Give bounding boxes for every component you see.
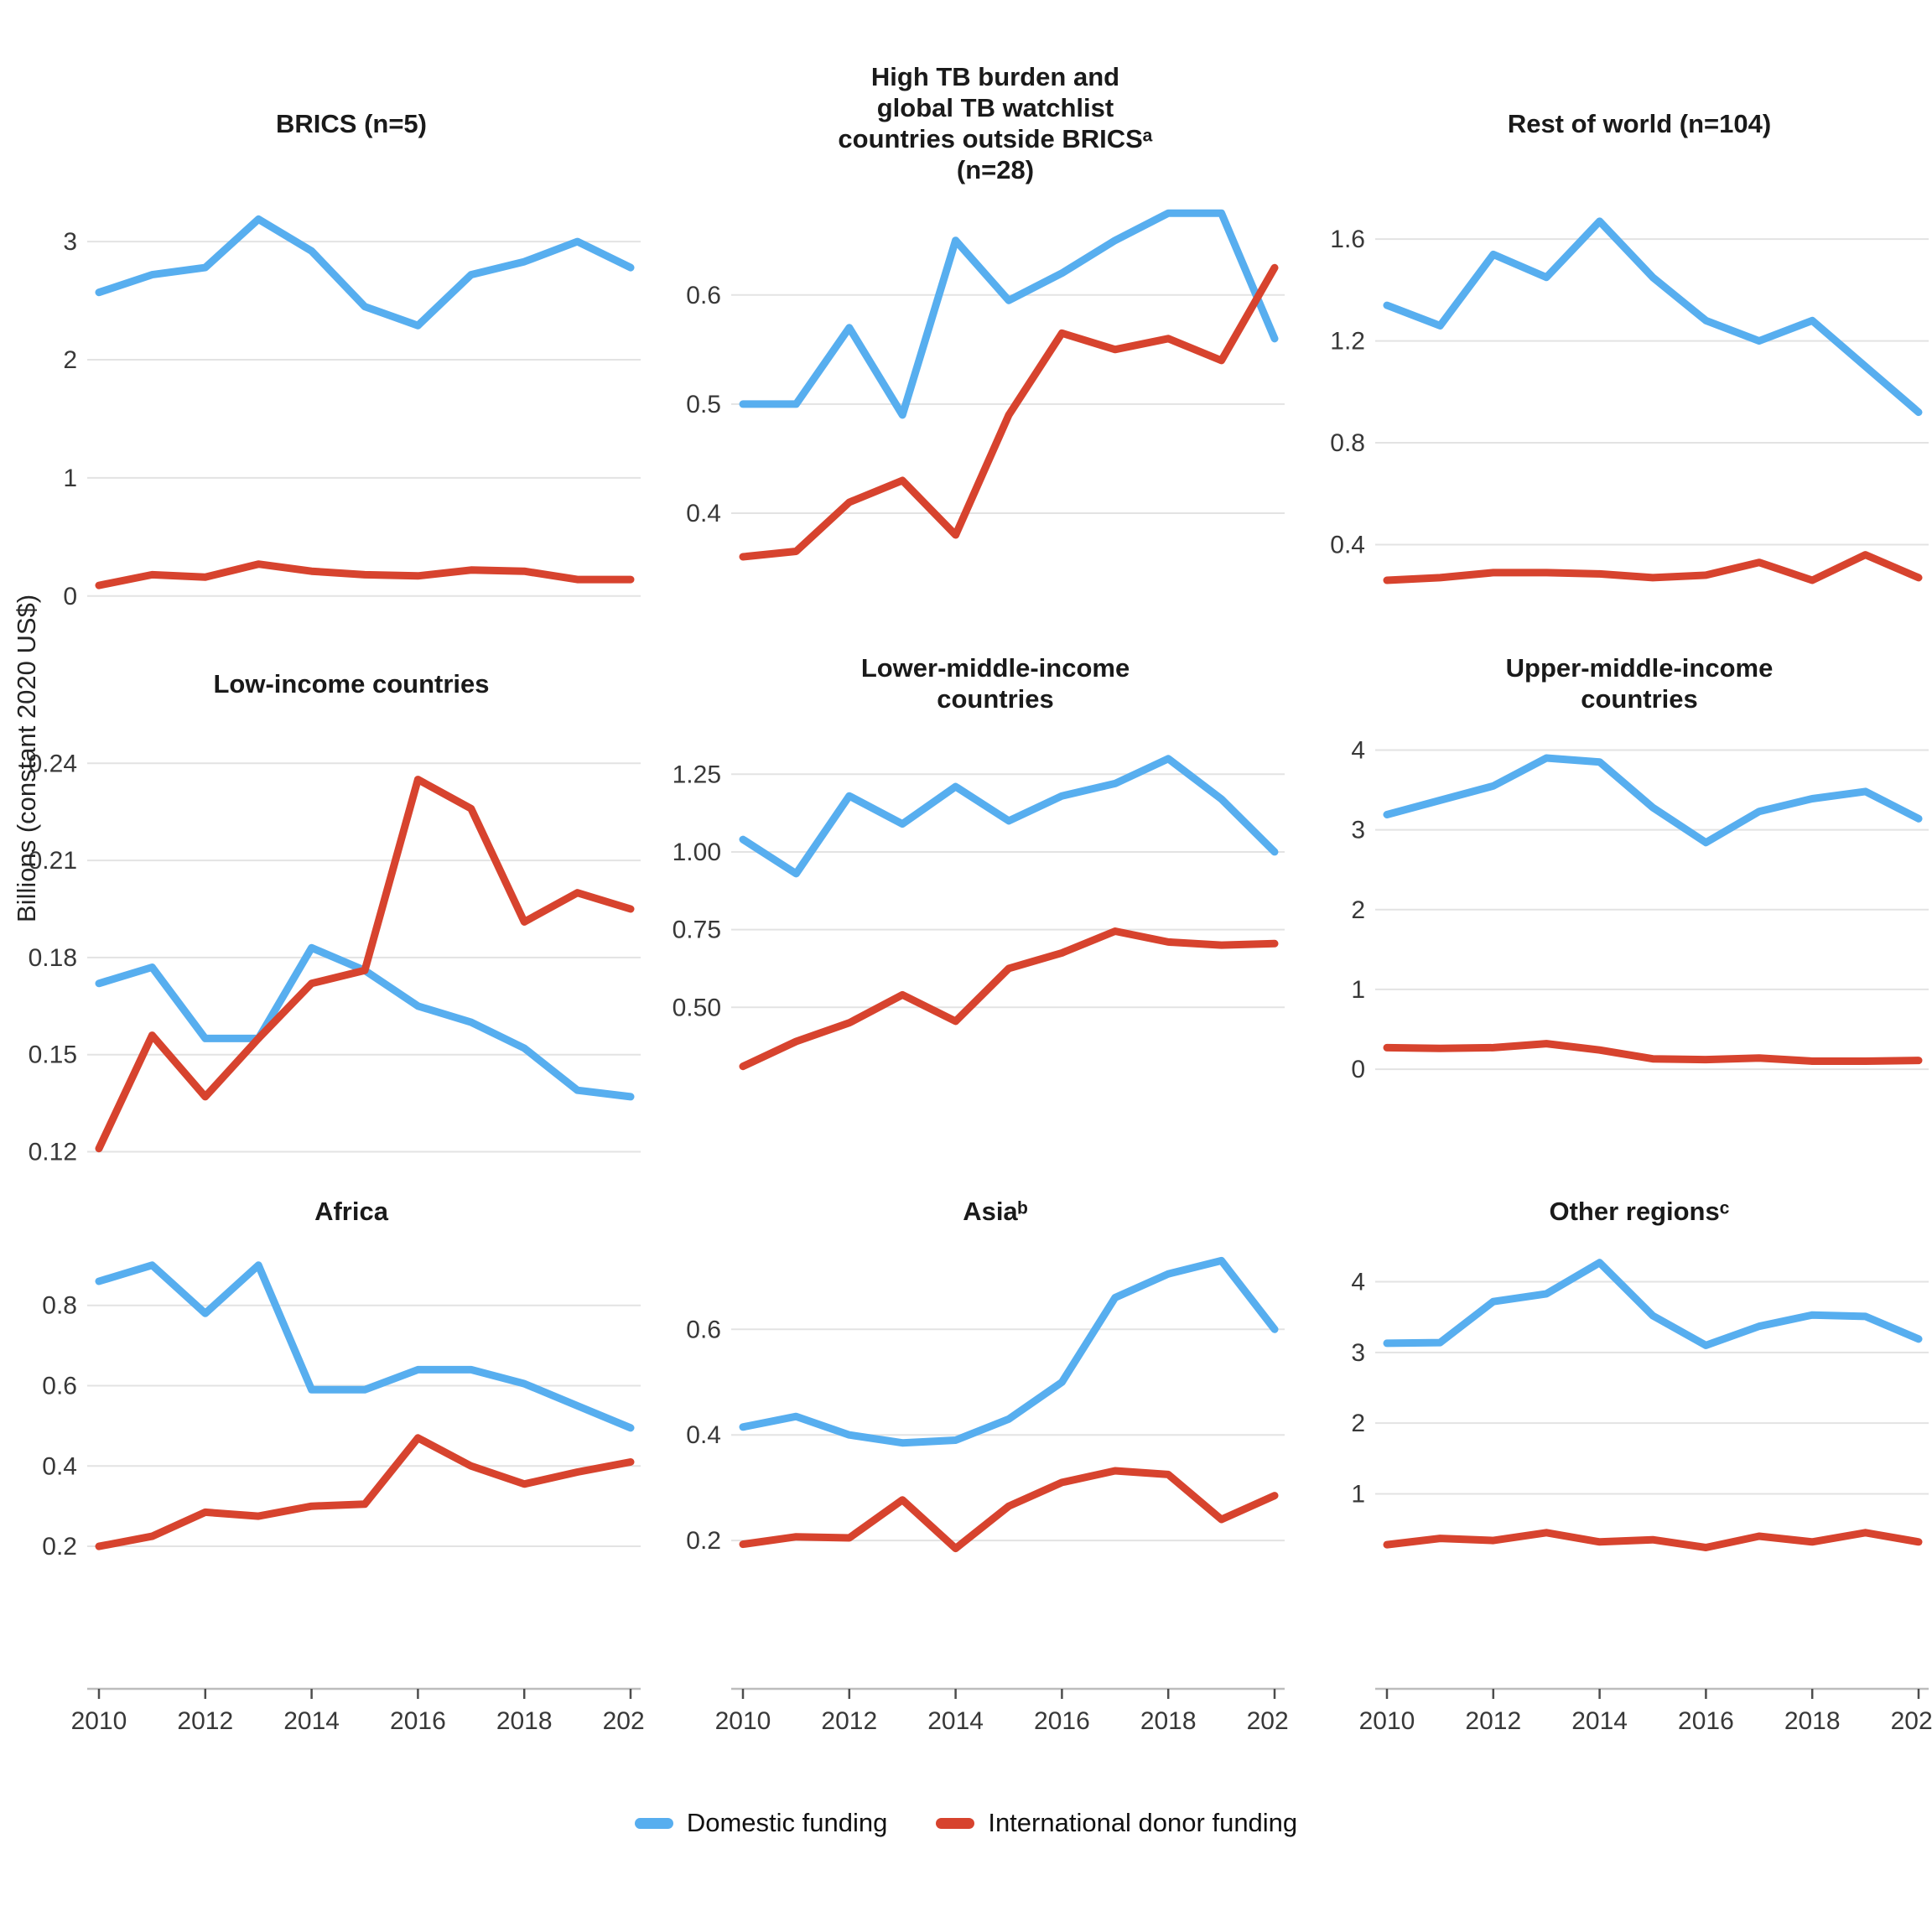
svg-text:2012: 2012 — [1465, 1707, 1521, 1735]
svg-text:4: 4 — [1351, 741, 1365, 764]
figure-root: BRICS (n=5) 3 2 1 0 High TB burden and glob… — [0, 49, 1932, 1848]
svg-text:2: 2 — [1351, 1410, 1365, 1437]
svg-text:3: 3 — [1351, 1339, 1365, 1367]
svg-text:2020: 2020 — [603, 1707, 644, 1735]
panel-row-1: BRICS (n=5) 3 2 1 0 High TB burden and glob… — [0, 49, 1932, 626]
svg-text:2: 2 — [1351, 896, 1365, 924]
panel-title: Asiaᵇ — [963, 1196, 1028, 1226]
y-axis-title: Billions (constant 2020 US$) — [12, 594, 41, 922]
svg-text:2016: 2016 — [1034, 1707, 1090, 1735]
panel-title: BRICS (n=5) — [276, 108, 427, 138]
panel-title: High TB burden and global TB watchlist c… — [838, 62, 1153, 184]
line-chart-rest-of-world: 1.6 1.2 0.8 0.4 — [1330, 217, 1929, 584]
svg-text:0.8: 0.8 — [1330, 429, 1365, 457]
panel-title: Africa — [314, 1196, 388, 1226]
svg-text:1: 1 — [63, 465, 77, 492]
svg-text:1.00: 1.00 — [673, 839, 721, 866]
panel-brics: BRICS (n=5) 3 2 1 0 — [0, 49, 644, 626]
svg-text:2014: 2014 — [927, 1707, 984, 1735]
line-chart-brics: 3 2 1 0 — [63, 215, 641, 610]
legend-swatch-domestic — [634, 1817, 673, 1829]
line-chart-upper-middle-income: 4 3 2 1 0 — [1351, 741, 1929, 1083]
panel-low-income: Low-income countries 0.24 0.21 0.18 0.15 0.1… — [0, 626, 644, 1169]
svg-text:2020: 2020 — [1247, 1707, 1288, 1735]
panel-africa: Africa 0.8 0.6 0.4 0.2 2010 2012 2014 2016 2018 2… — [0, 1169, 644, 1737]
line-chart-asia: 0.6 0.4 0.2 2010 2012 2014 2016 2018 2020 — [686, 1256, 1288, 1735]
legend-label-international: International donor funding — [988, 1808, 1298, 1837]
panel-upper-middle-income: Upper-middle-income countries 4 3 2 1 0 — [1288, 626, 1932, 1169]
svg-text:0.5: 0.5 — [686, 391, 721, 418]
svg-text:2010: 2010 — [715, 1707, 771, 1735]
svg-text:0.2: 0.2 — [42, 1533, 77, 1561]
panel-high-tb-watchlist: High TB burden and global TB watchlist c… — [644, 49, 1288, 626]
svg-text:0.8: 0.8 — [42, 1292, 77, 1320]
line-chart-high-tb-watchlist: 0.6 0.5 0.4 — [686, 209, 1285, 561]
panel-title: Upper-middle-income countries — [1505, 653, 1774, 714]
panel-title: Rest of world (n=104) — [1507, 108, 1772, 138]
svg-text:0.4: 0.4 — [42, 1452, 77, 1480]
svg-text:0: 0 — [1351, 1056, 1365, 1083]
legend: Domestic funding International donor fun… — [0, 1798, 1932, 1848]
svg-text:0.4: 0.4 — [686, 500, 721, 527]
svg-text:0.75: 0.75 — [673, 917, 721, 944]
legend-item-international: International donor funding — [936, 1808, 1297, 1838]
svg-text:2018: 2018 — [1784, 1707, 1841, 1735]
svg-text:0.21: 0.21 — [29, 847, 77, 875]
svg-text:2012: 2012 — [821, 1707, 877, 1735]
panel-title: Low-income countries — [213, 668, 490, 699]
svg-text:1.2: 1.2 — [1330, 328, 1365, 356]
svg-text:2010: 2010 — [71, 1707, 127, 1735]
svg-text:0.50: 0.50 — [673, 994, 721, 1021]
panel-title: Lower-middle-income countries — [860, 653, 1130, 714]
svg-text:1: 1 — [1351, 1480, 1365, 1508]
svg-text:2012: 2012 — [177, 1707, 233, 1735]
svg-text:4: 4 — [1351, 1269, 1365, 1296]
svg-text:0.15: 0.15 — [29, 1041, 77, 1069]
svg-text:0.12: 0.12 — [29, 1139, 77, 1166]
svg-text:0.6: 0.6 — [42, 1373, 77, 1400]
legend-swatch-international — [936, 1817, 975, 1829]
svg-text:2014: 2014 — [283, 1707, 340, 1735]
panel-other-regions: Other regionsᶜ 4 3 2 1 2010 2012 2014 2016 2018 2… — [1288, 1169, 1932, 1737]
svg-text:2016: 2016 — [390, 1707, 446, 1735]
line-chart-africa: 0.8 0.6 0.4 0.2 2010 2012 2014 2016 2018 2020 — [42, 1261, 644, 1735]
svg-text:2018: 2018 — [1140, 1707, 1197, 1735]
svg-text:2014: 2014 — [1571, 1707, 1628, 1735]
svg-text:2010: 2010 — [1359, 1707, 1415, 1735]
svg-text:1.25: 1.25 — [673, 761, 721, 788]
svg-text:0.6: 0.6 — [686, 282, 721, 309]
svg-text:2018: 2018 — [496, 1707, 553, 1735]
svg-text:0: 0 — [63, 583, 77, 610]
legend-item-domestic: Domestic funding — [634, 1808, 888, 1838]
line-chart-other-regions: 4 3 2 1 2010 2012 2014 2016 2018 2020 — [1351, 1259, 1932, 1735]
legend-label-domestic: Domestic funding — [686, 1808, 888, 1837]
panel-row-3: Africa 0.8 0.6 0.4 0.2 2010 2012 2014 2016 2018 2… — [0, 1169, 1932, 1737]
panel-rest-of-world: Rest of world (n=104) 1.6 1.2 0.8 0.4 — [1288, 49, 1932, 626]
svg-text:0.18: 0.18 — [29, 944, 77, 972]
svg-text:3: 3 — [1351, 817, 1365, 844]
line-chart-low-income: 0.24 0.21 0.18 0.15 0.12 — [29, 750, 641, 1166]
line-chart-lower-middle-income: 1.25 1.00 0.75 0.50 — [673, 755, 1285, 1071]
svg-text:0.24: 0.24 — [29, 750, 77, 777]
svg-text:0.2: 0.2 — [686, 1527, 721, 1555]
panel-row-2: Low-income countries 0.24 0.21 0.18 0.15 0.1… — [0, 626, 1932, 1169]
svg-text:1.6: 1.6 — [1330, 226, 1365, 253]
svg-text:2020: 2020 — [1891, 1707, 1932, 1735]
svg-text:3: 3 — [63, 228, 77, 256]
svg-text:0.4: 0.4 — [1330, 531, 1365, 558]
panel-asia: Asiaᵇ 0.6 0.4 0.2 2010 2012 2014 2016 2018 2020 — [644, 1169, 1288, 1737]
svg-text:0.4: 0.4 — [686, 1421, 721, 1449]
svg-text:1: 1 — [1351, 976, 1365, 1004]
panel-lower-middle-income: Lower-middle-income countries 1.25 1.00 0.… — [644, 626, 1288, 1169]
svg-text:2: 2 — [63, 346, 77, 374]
panel-title: Other regionsᶜ — [1549, 1196, 1730, 1226]
svg-text:0.6: 0.6 — [686, 1316, 721, 1343]
svg-text:2016: 2016 — [1678, 1707, 1734, 1735]
